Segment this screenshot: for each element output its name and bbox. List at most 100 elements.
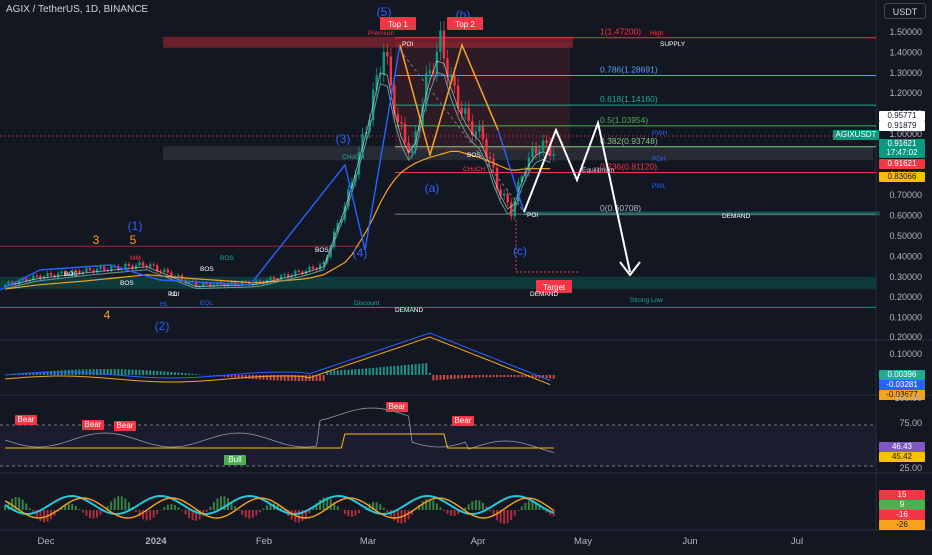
chart-annotation: PWL: [652, 183, 666, 190]
candle-body: [273, 277, 275, 279]
macd-histogram-bar: [347, 370, 349, 375]
oscillator-bar: [209, 507, 211, 510]
oscillator-bar: [174, 505, 176, 510]
oscillator-bar: [358, 510, 360, 513]
rsi-signal-tag: Bear: [117, 421, 134, 430]
oscillator-bar: [259, 510, 261, 512]
candle-body: [510, 202, 512, 216]
oscillator-bar: [478, 500, 480, 510]
wave-label-minor-3: 3: [93, 233, 100, 247]
oscillator-bar: [213, 502, 215, 510]
macd-histogram-bar: [57, 371, 59, 375]
macd-histogram-bar: [489, 375, 491, 377]
oscillator-value-tag: 15: [898, 490, 907, 499]
chart-annotation: POI: [168, 291, 179, 298]
time-axis-label: Jun: [682, 536, 697, 547]
wave-label-minor-4: 4: [104, 308, 111, 322]
price-tick-label: 1.20000: [889, 88, 922, 98]
oscillator-bar: [114, 498, 116, 510]
wave-label-c: (c): [513, 244, 527, 258]
chart-annotation: HL: [160, 301, 169, 308]
macd-histogram-bar: [454, 375, 456, 379]
time-axis-label: 2024: [145, 536, 167, 547]
chart-annotation: BOS: [315, 247, 329, 254]
symbol-price-tag: AGIXUSDT: [836, 130, 877, 139]
oscillator-value-tag: -26: [896, 520, 908, 529]
symbol-title[interactable]: AGIX / TetherUS, 1D, BINANCE: [6, 4, 148, 15]
chart-annotation: POI: [527, 212, 538, 219]
macd-histogram-bar: [386, 367, 388, 375]
macd-histogram-bar: [372, 368, 374, 375]
oscillator-bar: [379, 504, 381, 510]
macd-value-tag: -0.03281: [886, 380, 918, 389]
macd-histogram-bar: [174, 372, 176, 375]
macd-histogram-bar: [553, 375, 555, 379]
oscillator-bar: [68, 504, 70, 510]
rsi-signal-tag: Bull: [228, 455, 242, 464]
candle-body: [124, 264, 126, 268]
macd-histogram-bar: [411, 364, 413, 375]
price-tick-label: 0.50000: [889, 231, 922, 241]
price-axis-tag: 0.95771: [888, 111, 917, 120]
oscillator-bar: [22, 500, 24, 510]
oscillator-bar: [436, 503, 438, 510]
candle-body: [149, 264, 151, 267]
macd-histogram-bar: [305, 375, 307, 381]
macd-histogram-bar: [376, 368, 378, 375]
oscillator-bar: [238, 510, 240, 511]
rsi-signal-tag: Bear: [18, 415, 35, 424]
oscillator-bar: [245, 510, 247, 518]
chart-annotation: Discount: [354, 300, 379, 307]
macd-histogram-bar: [464, 375, 466, 378]
currency-button[interactable]: USDT: [884, 3, 926, 19]
chart-annotation: Premium: [368, 30, 394, 37]
oscillator-bar: [206, 510, 208, 512]
macd-histogram-bar: [142, 370, 144, 375]
oscillator-bar: [340, 510, 342, 511]
oscillator-bar: [439, 507, 441, 510]
candle-body: [450, 75, 452, 78]
macd-histogram-bar: [521, 375, 523, 377]
macd-histogram-bar: [354, 369, 356, 375]
price-tick-label: 0.20000: [889, 292, 922, 302]
candle-body: [475, 132, 477, 136]
candle-body: [308, 267, 310, 271]
macd-histogram-bar: [514, 375, 516, 377]
rsi-signal-tag: Bear: [455, 416, 472, 425]
macd-histogram-bar: [418, 364, 420, 375]
macd-histogram-bar: [415, 364, 417, 375]
candle-body: [411, 150, 413, 154]
macd-histogram-bar: [262, 375, 264, 380]
oscillator-bar: [216, 498, 218, 510]
macd-histogram-bar: [121, 369, 123, 375]
oscillator-bar: [376, 502, 378, 510]
oscillator-bar: [351, 510, 353, 517]
macd-histogram-bar: [510, 375, 512, 377]
oscillator-bar: [110, 502, 112, 510]
candle-body: [383, 52, 385, 75]
macd-histogram-bar: [185, 373, 187, 375]
macd-histogram-bar: [170, 372, 172, 375]
macd-histogram-bar: [447, 375, 449, 379]
macd-histogram-bar: [393, 366, 395, 375]
candle-body: [506, 194, 508, 203]
candle-body: [319, 264, 321, 269]
candle-body: [429, 71, 431, 74]
oscillator-bar: [93, 510, 95, 519]
chart-annotation: Strong Low: [630, 297, 663, 304]
macd-histogram-bar: [188, 373, 190, 375]
macd-histogram-bar: [478, 375, 480, 377]
rsi-value-tag: 46.43: [892, 442, 913, 451]
chart-annotation: BOS: [64, 271, 78, 278]
macd-histogram-bar: [135, 370, 137, 375]
oscillator-bar: [163, 507, 165, 510]
macd-histogram-bar: [496, 375, 498, 377]
candle-body: [138, 262, 140, 265]
macd-histogram-bar: [64, 370, 66, 375]
chart-annotation: BOS: [200, 266, 214, 273]
macd-histogram-bar: [131, 370, 133, 375]
macd-histogram-bar: [379, 367, 381, 375]
top-1-tag: Top 1: [388, 20, 408, 29]
price-tick-label: 1.50000: [889, 27, 922, 37]
